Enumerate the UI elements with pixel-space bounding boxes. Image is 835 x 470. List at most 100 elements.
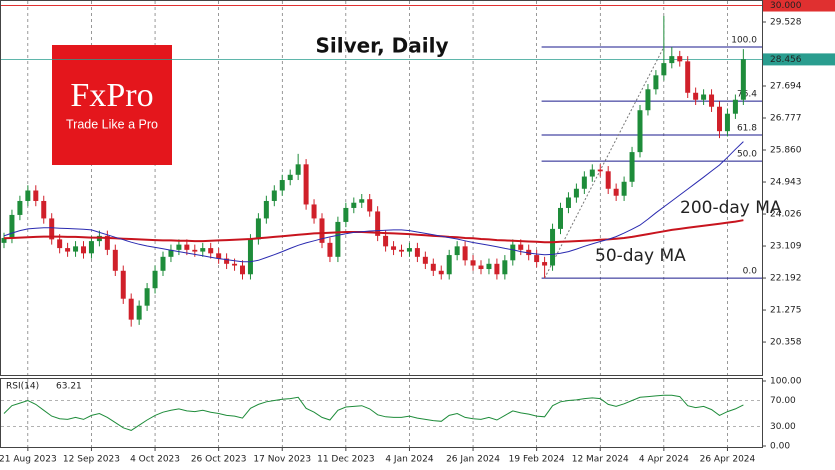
y-tick-label: 29.528 [770, 17, 802, 27]
last-price-box [763, 53, 835, 66]
candle-body [613, 188, 619, 196]
candle-body [565, 197, 571, 208]
candle-body [1, 237, 7, 243]
candle-body [422, 256, 428, 264]
candle-body [128, 298, 134, 320]
rsi-last: 63.21 [56, 382, 82, 392]
candle-body [518, 244, 524, 250]
candle-body [216, 253, 222, 259]
logo-box [52, 45, 172, 165]
candle-body [343, 207, 349, 222]
candle-body [255, 218, 261, 240]
rsi-panel [0, 378, 763, 448]
candle-body [367, 199, 373, 212]
rsi-tick-label: 30.00 [770, 422, 796, 432]
y-tick-label: 26.777 [770, 114, 802, 124]
candle-body [295, 164, 301, 175]
candle-body [279, 180, 285, 191]
fib-trend [544, 46, 665, 279]
candle-body [717, 106, 722, 132]
candle-body [510, 244, 516, 261]
candle-body [669, 56, 675, 64]
y-tick-label: 21.275 [770, 306, 802, 316]
candle-body [478, 265, 484, 270]
candle-body [486, 263, 492, 270]
last-price-label: 28.456 [770, 55, 802, 65]
moving-average [3, 141, 744, 263]
candle-body [176, 244, 182, 250]
candle-body [240, 265, 245, 275]
candle-body [446, 255, 452, 275]
candle-body [232, 263, 238, 266]
candle-body [637, 110, 643, 153]
candle-body [399, 249, 404, 252]
candle-body [430, 263, 436, 271]
x-tick-label: 26 Apr 2024 [700, 455, 756, 465]
candle-body [224, 258, 230, 264]
candle-body [263, 200, 269, 219]
candle-body [589, 169, 595, 177]
candle-body [550, 228, 556, 266]
candle-body [406, 248, 412, 252]
candle-body [581, 176, 587, 189]
candle-body [168, 249, 174, 257]
candle-body [462, 246, 468, 261]
alert-label: 30.000 [770, 1, 802, 11]
candle-body [438, 270, 444, 275]
candle-body [49, 218, 55, 240]
x-tick-label: 12 Sep 2023 [63, 455, 120, 465]
candle-body [9, 214, 15, 238]
candle-body [184, 244, 190, 250]
rsi-name: RSI(14) [6, 382, 39, 392]
candle-body [25, 190, 31, 201]
candle-body [645, 89, 651, 111]
x-tick-label: 4 Jan 2024 [385, 455, 433, 465]
candle-body [17, 200, 23, 215]
y-tick-label: 24.943 [770, 178, 802, 188]
candle-body [104, 235, 110, 250]
y-tick-label: 27.694 [770, 82, 802, 92]
candle-body [192, 249, 198, 252]
candle-body [454, 246, 460, 256]
candle-body [152, 270, 158, 289]
candle-body [287, 174, 293, 181]
candle-body [724, 113, 730, 132]
candle-body [271, 190, 277, 201]
candle-body [41, 200, 47, 219]
candle-body [144, 288, 150, 306]
candle-body [88, 241, 94, 254]
x-tick-label: 4 Oct 2023 [130, 455, 180, 465]
candle-body [391, 246, 397, 250]
x-tick-label: 19 Feb 2024 [509, 455, 565, 465]
y-tick-label: 24.026 [770, 210, 802, 220]
candle-body [351, 202, 357, 208]
candle-body [311, 204, 317, 219]
rsi-line [3, 394, 744, 431]
fib-label: 0.0 [743, 267, 758, 277]
candle-body [375, 211, 381, 236]
rsi-tick-label: 70.00 [770, 396, 796, 406]
y-tick-label: 20.358 [770, 338, 802, 348]
candle-body [160, 256, 166, 271]
candle-body [136, 305, 142, 320]
candle-body [534, 255, 540, 263]
series-label: 200-day MA [680, 198, 782, 218]
candle-body [494, 263, 500, 275]
y-tick-label: 25.860 [770, 146, 802, 156]
candle-body [542, 262, 548, 266]
candle-body [319, 218, 325, 243]
candle-body [112, 249, 118, 271]
series-label: 50-day MA [595, 246, 686, 266]
candle-body [502, 260, 508, 275]
candle-body [120, 270, 126, 299]
candle-body [303, 164, 309, 205]
moving-average [3, 219, 744, 244]
candle-body [73, 246, 79, 252]
candle-body [359, 199, 365, 203]
x-tick-label: 4 Apr 2024 [639, 455, 689, 465]
candle-body [677, 56, 683, 62]
candle-body [693, 92, 699, 100]
candle-body [597, 169, 603, 172]
candle-body [685, 61, 691, 93]
